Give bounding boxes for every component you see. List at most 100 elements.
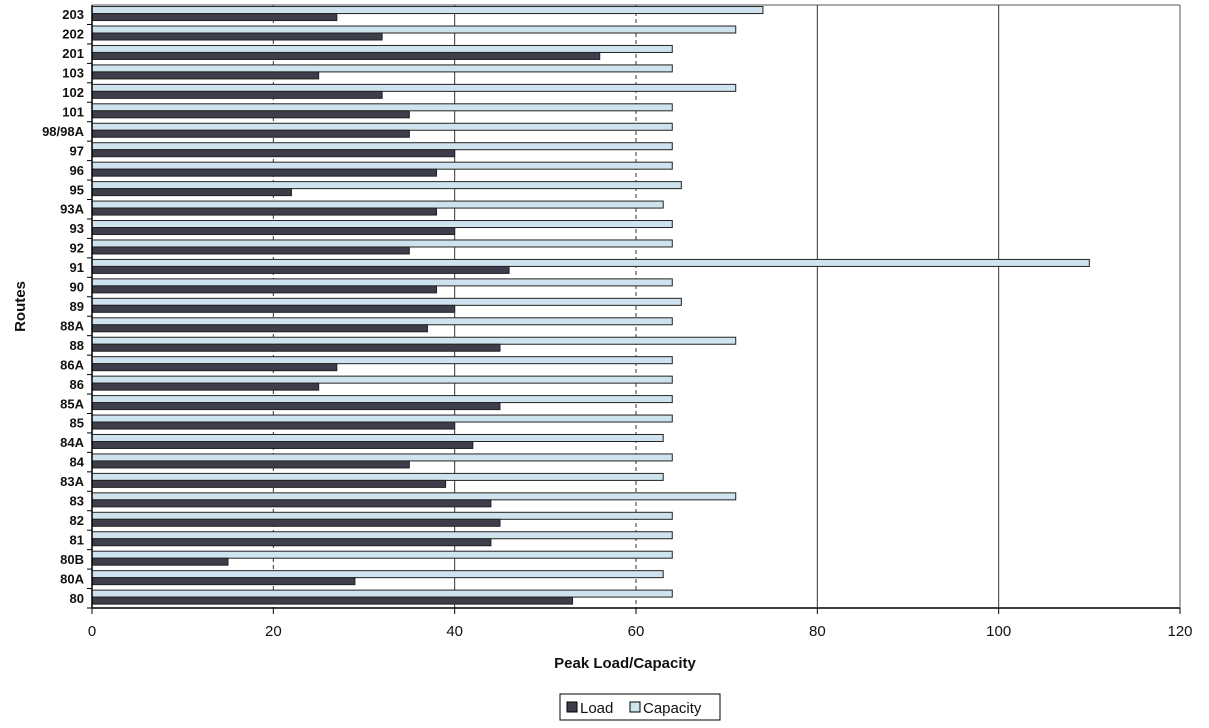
bar-capacity-92 <box>91 239 673 248</box>
y-tick-label-91: 91 <box>70 260 84 275</box>
y-tick-label-80: 80 <box>70 591 84 606</box>
bar-capacity-91 <box>91 258 1090 267</box>
x-tick-label-120: 120 <box>1167 623 1192 640</box>
bar-capacity-88 <box>91 336 737 345</box>
y-tick-label-83A: 83A <box>60 474 84 489</box>
y-tick-label-85: 85 <box>70 416 84 431</box>
y-tick-label-202: 202 <box>62 27 84 42</box>
bar-load-85 <box>91 421 456 430</box>
y-tick-label-84A: 84A <box>60 435 84 450</box>
y-tick-label-201: 201 <box>62 46 84 61</box>
x-tick-label-80: 80 <box>809 623 826 640</box>
y-tick-label-101: 101 <box>62 104 84 119</box>
x-tick-label-100: 100 <box>986 623 1011 640</box>
x-tick-label-60: 60 <box>628 623 645 640</box>
x-tick-label-0: 0 <box>88 623 96 640</box>
bar-capacity-84A <box>91 433 664 442</box>
bar-capacity-97 <box>91 142 673 151</box>
y-tick-label-92: 92 <box>70 241 84 256</box>
bar-load-85A <box>91 402 501 411</box>
y-tick-label-93: 93 <box>70 221 84 236</box>
y-axis-title: Routes <box>12 281 29 332</box>
bar-load-97 <box>91 149 456 158</box>
bar-capacity-101 <box>91 103 673 112</box>
bar-load-202 <box>91 32 383 41</box>
y-tick-label-98/98A: 98/98A <box>42 124 85 139</box>
bar-load-86A <box>91 363 338 372</box>
bar-load-80A <box>91 577 356 586</box>
y-tick-label-88: 88 <box>70 338 84 353</box>
bar-load-95 <box>91 188 292 197</box>
bar-capacity-86 <box>91 375 673 384</box>
x-axis-title: Peak Load/Capacity <box>554 655 696 672</box>
y-tick-label-103: 103 <box>62 66 84 81</box>
bar-load-91 <box>91 265 510 274</box>
bar-capacity-81 <box>91 531 673 540</box>
bar-load-83A <box>91 479 447 488</box>
bar-capacity-80 <box>91 589 673 598</box>
legend-label-load: Load <box>580 700 613 717</box>
bar-load-203 <box>91 13 338 22</box>
legend-swatch-capacity <box>629 701 641 713</box>
bar-capacity-80B <box>91 550 673 559</box>
y-tick-labels: 203 202 201 103 102 101 98/98A 97 96 95 93A 93 92 91 9… <box>42 7 92 609</box>
bar-capacity-96 <box>91 161 673 170</box>
bars <box>91 6 1090 605</box>
bar-capacity-82 <box>91 511 673 520</box>
legend-label-capacity: Capacity <box>643 700 702 717</box>
y-tick-label-80B: 80B <box>60 552 84 567</box>
bar-capacity-201 <box>91 44 673 53</box>
bar-load-96 <box>91 168 438 177</box>
bar-load-98/98A <box>91 129 410 138</box>
bar-load-88A <box>91 324 428 333</box>
x-tick-labels: 0 20 40 60 80 100 120 <box>88 608 1193 640</box>
bar-capacity-80A <box>91 570 664 579</box>
bar-capacity-98/98A <box>91 122 673 131</box>
y-tick-label-85A: 85A <box>60 396 84 411</box>
y-tick-label-84: 84 <box>70 455 85 470</box>
bar-load-92 <box>91 246 410 255</box>
bar-capacity-83A <box>91 472 664 481</box>
y-tick-label-93A: 93A <box>60 202 84 217</box>
bar-load-84 <box>91 460 410 469</box>
bar-capacity-86A <box>91 356 673 365</box>
bar-load-80 <box>91 596 574 605</box>
bar-capacity-103 <box>91 64 673 73</box>
bar-load-83 <box>91 499 492 508</box>
bar-load-81 <box>91 538 492 547</box>
bar-capacity-203 <box>91 6 764 15</box>
y-tick-label-89: 89 <box>70 299 84 314</box>
bar-capacity-85A <box>91 395 673 404</box>
bar-capacity-95 <box>91 181 682 190</box>
y-tick-label-80A: 80A <box>60 571 84 586</box>
bar-load-90 <box>91 285 438 294</box>
bar-load-93A <box>91 207 438 216</box>
y-tick-label-82: 82 <box>70 513 84 528</box>
y-tick-label-96: 96 <box>70 163 84 178</box>
bar-capacity-90 <box>91 278 673 287</box>
y-tick-label-90: 90 <box>70 280 84 295</box>
x-tick-label-40: 40 <box>446 623 463 640</box>
bar-load-86 <box>91 382 320 391</box>
bar-capacity-93A <box>91 200 664 209</box>
y-tick-label-88A: 88A <box>60 318 84 333</box>
y-tick-label-86: 86 <box>70 377 84 392</box>
y-tick-label-83: 83 <box>70 494 84 509</box>
bar-load-89 <box>91 304 456 313</box>
legend: Load Capacity <box>559 693 721 721</box>
bar-load-102 <box>91 90 383 99</box>
bar-load-101 <box>91 110 410 119</box>
bar-load-88 <box>91 343 501 352</box>
bar-capacity-93 <box>91 220 673 229</box>
y-tick-label-97: 97 <box>70 143 84 158</box>
y-tick-label-203: 203 <box>62 7 84 22</box>
bar-load-84A <box>91 440 474 449</box>
bar-load-93 <box>91 227 456 236</box>
bar-load-201 <box>91 51 601 60</box>
y-tick-label-81: 81 <box>70 532 84 547</box>
bar-capacity-84 <box>91 453 673 462</box>
bar-capacity-85 <box>91 414 673 423</box>
bar-load-103 <box>91 71 320 80</box>
